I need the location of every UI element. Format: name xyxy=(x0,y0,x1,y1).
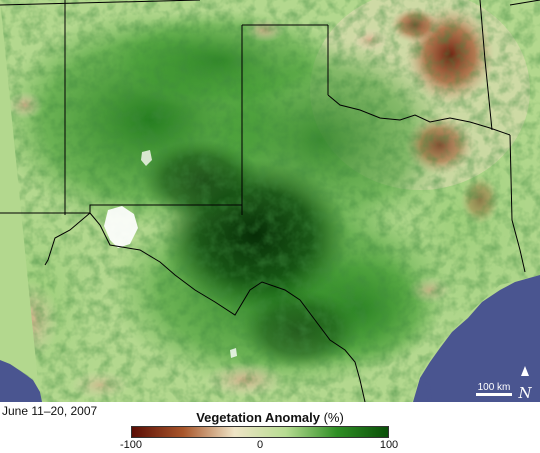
legend-tick-max: 100 xyxy=(379,439,399,451)
state-borders xyxy=(0,0,540,402)
legend-title-text: Vegetation Anomaly xyxy=(196,410,320,425)
legend-tick-mid: 0 xyxy=(256,439,264,451)
gulf-of-mexico-water xyxy=(413,275,540,402)
legend-color-bar xyxy=(131,426,389,438)
date-caption: June 11–20, 2007 xyxy=(2,404,98,418)
legend-tick-min: -100 xyxy=(119,439,143,451)
scale-bar xyxy=(476,393,512,396)
legend-unit: (%) xyxy=(323,410,344,425)
north-arrow-icon: N xyxy=(517,366,532,402)
vegetation-anomaly-map: 100 km N xyxy=(0,0,540,402)
legend-title: Vegetation Anomaly (%) xyxy=(0,410,540,425)
scale-bar-label: 100 km xyxy=(478,382,511,393)
pacific-water xyxy=(0,360,42,402)
svg-text:N: N xyxy=(517,384,532,402)
